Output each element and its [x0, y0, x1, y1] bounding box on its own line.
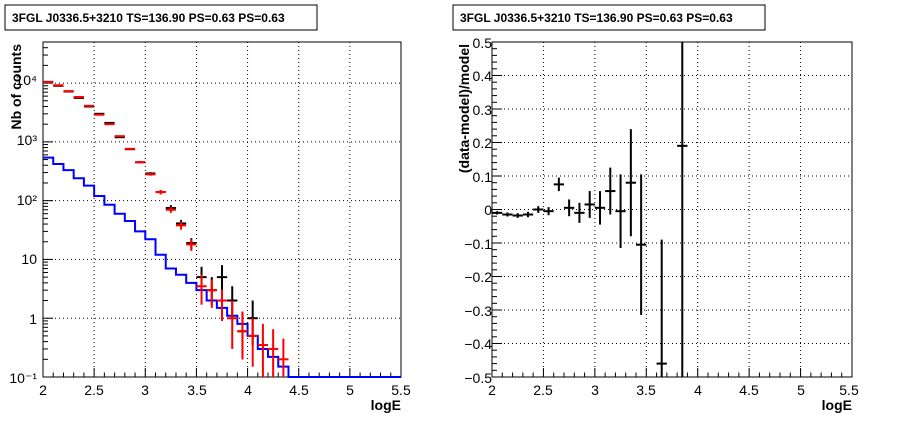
- x-tick-label: 4: [694, 382, 702, 398]
- counts-y-axis-label: Nb of counts: [8, 44, 24, 130]
- x-tick-label: 2: [39, 382, 47, 398]
- y-tick-label: 0: [484, 202, 492, 218]
- residual-y-tick-labels: −0.5 −0.4 −0.3 −0.2 −0.1 0 0.1 0.2 0.3 0…: [464, 35, 492, 386]
- x-tick-label: 2.5: [533, 382, 553, 398]
- counts-x-tick-labels: 2 2.5 3 3.5 4 4.5 5 5.5: [39, 382, 411, 398]
- y-tick-label: −0.3: [464, 303, 492, 319]
- counts-plot-frame: [42, 41, 402, 378]
- counts-panel: 3FGL J0336.5+3210 TS=136.90 PS=0.63 PS=0…: [4, 4, 411, 413]
- x-tick-label: 2: [488, 382, 496, 398]
- residual-panel: 3FGL J0336.5+3210 TS=136.90 PS=0.63 PS=0…: [452, 4, 859, 413]
- x-tick-label: 3: [591, 382, 599, 398]
- y-tick-label: 0.5: [473, 35, 493, 51]
- y-tick-label: 10²: [17, 192, 38, 208]
- residual-axis-ticks: [491, 41, 853, 378]
- residual-data-points: [492, 42, 688, 377]
- counts-title-box: [4, 4, 318, 31]
- x-tick-label: 3: [141, 382, 149, 398]
- y-tick-label: 10⁻¹: [9, 370, 37, 386]
- y-tick-label: −0.2: [464, 269, 492, 285]
- counts-data-points: [43, 80, 289, 377]
- y-tick-label: 0.2: [473, 135, 493, 151]
- y-tick-label: −0.5: [464, 370, 492, 386]
- y-tick-label: 10⁴: [15, 72, 37, 88]
- counts-title: 3FGL J0336.5+3210 TS=136.90 PS=0.63 PS=0…: [12, 11, 285, 25]
- residual-y-axis-label: (data-model)/model: [456, 44, 472, 173]
- x-tick-label: 5.5: [839, 382, 859, 398]
- counts-x-axis-label: logE: [371, 397, 401, 413]
- y-tick-label: 0.3: [473, 102, 493, 118]
- counts-axis-ticks: [42, 41, 402, 378]
- y-tick-label: −0.4: [464, 336, 492, 352]
- residual-title: 3FGL J0336.5+3210 TS=136.90 PS=0.63 PS=0…: [460, 11, 733, 25]
- x-tick-label: 2.5: [84, 382, 104, 398]
- x-tick-label: 5.5: [391, 382, 411, 398]
- residual-x-tick-labels: 2 2.5 3 3.5 4 4.5 5 5.5: [488, 382, 859, 398]
- x-tick-label: 4.5: [289, 382, 309, 398]
- counts-y-tick-labels: 10⁻¹ 1 10 10² 10³ 10⁴: [9, 72, 37, 386]
- x-tick-label: 4.5: [739, 382, 759, 398]
- y-tick-label: 0.1: [473, 169, 493, 185]
- residual-title-box: [452, 4, 766, 31]
- x-tick-label: 4: [244, 382, 252, 398]
- y-tick-label: 10: [21, 251, 37, 267]
- x-tick-label: 5: [346, 382, 354, 398]
- x-tick-label: 3.5: [636, 382, 656, 398]
- y-tick-label: 0.4: [473, 68, 493, 84]
- y-tick-label: 1: [29, 311, 37, 327]
- residual-gridlines: [492, 42, 852, 377]
- y-tick-label: −0.1: [464, 236, 492, 252]
- residual-x-axis-label: logE: [822, 397, 852, 413]
- y-tick-label: 10³: [17, 132, 38, 148]
- x-tick-label: 5: [797, 382, 805, 398]
- x-tick-label: 3.5: [187, 382, 207, 398]
